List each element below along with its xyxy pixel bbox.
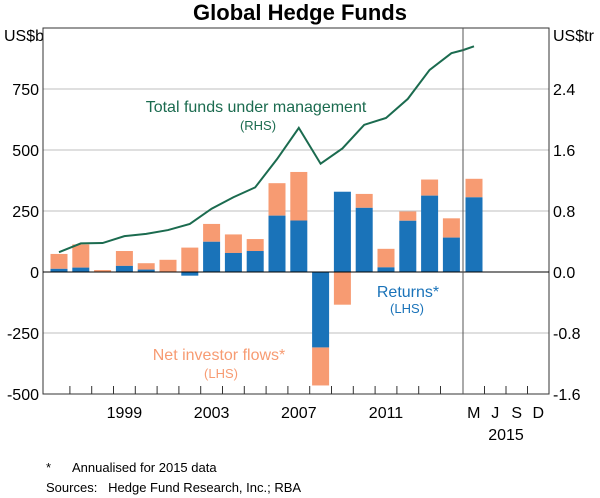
- x-tick-label: 2011: [369, 405, 404, 422]
- flows-bar-2005: [246, 239, 264, 252]
- right-tick-label: -1.6: [553, 387, 581, 404]
- flows-bar-1996: [50, 253, 68, 269]
- right-tick-label: 2.4: [553, 82, 575, 99]
- flows-bar-2003: [203, 223, 221, 242]
- flows-bar-2014: [442, 218, 460, 238]
- left-tick-label: -500: [7, 387, 39, 404]
- returns-bar-1996: [50, 268, 68, 272]
- sources: Sources: Hedge Fund Research, Inc.; RBA: [46, 480, 301, 495]
- flows-bar-2013: [421, 179, 439, 196]
- flows-bar-2002: [181, 247, 199, 272]
- flows-bar-2004: [224, 234, 242, 253]
- left-tick-label: -250: [7, 326, 39, 343]
- right-tick-label: -0.8: [553, 326, 581, 343]
- funds-under-management-line: [58, 45, 475, 254]
- returns-bar-2003: [203, 241, 221, 272]
- returns-bar-2004: [224, 252, 242, 272]
- returns-bar-2007: [290, 220, 308, 272]
- line-series-sublabel: (RHS): [240, 118, 276, 133]
- returns-bar-1999: [115, 265, 133, 272]
- quarter-label: J: [491, 405, 499, 422]
- right-tick-label: 1.6: [553, 143, 575, 160]
- returns-series-sublabel: (LHS): [390, 301, 424, 316]
- x-tick-label: 1999: [107, 405, 143, 422]
- line-series-label: Total funds under management: [146, 99, 367, 116]
- flows-bar-2000: [137, 263, 155, 270]
- flows-series-sublabel: (LHS): [204, 366, 238, 381]
- left-tick-label: 0: [30, 265, 39, 282]
- returns-bar-2014: [442, 237, 460, 272]
- chart-title: Global Hedge Funds: [193, 0, 407, 25]
- returns-bar-2005: [246, 251, 264, 272]
- flows-bar-2008: [312, 347, 330, 386]
- returns-bar-2011: [377, 267, 395, 272]
- returns-bar-2009: [333, 191, 351, 272]
- flows-bar-2010: [355, 193, 373, 208]
- left-axis-unit: US$b: [4, 28, 44, 45]
- plot-frame: [42, 27, 550, 395]
- quarter-label: D: [532, 405, 544, 422]
- flows-bar-2007: [290, 171, 308, 221]
- x-tick-label: 2007: [281, 405, 317, 422]
- quarter-label: S: [511, 405, 522, 422]
- returns-bar-2015: [465, 197, 483, 272]
- returns-bar-2008: [312, 272, 330, 348]
- left-tick-label: 250: [12, 204, 39, 221]
- flows-series-label: Net investor flows*: [153, 347, 286, 364]
- left-tick-label: 750: [12, 82, 39, 99]
- flows-bar-2011: [377, 248, 395, 268]
- right-axis-unit: US$tr: [553, 28, 595, 45]
- flows-bar-2001: [159, 259, 177, 272]
- returns-bar-2006: [268, 215, 286, 272]
- flows-bar-2012: [399, 211, 417, 221]
- returns-bar-2012: [399, 220, 417, 272]
- returns-bar-2002: [181, 272, 199, 276]
- footnote: * Annualised for 2015 data: [46, 460, 217, 475]
- right-tick-label: 0.8: [553, 204, 575, 221]
- flows-bar-1998: [94, 270, 112, 272]
- x-tick-label: 2003: [194, 405, 230, 422]
- returns-bar-2000: [137, 269, 155, 272]
- flows-bar-2006: [268, 183, 286, 216]
- returns-bar-2010: [355, 207, 373, 272]
- flows-bar-2015: [465, 178, 483, 198]
- year-label-2015: 2015: [488, 427, 524, 444]
- flows-bar-1999: [115, 251, 133, 266]
- left-tick-label: 500: [12, 143, 39, 160]
- right-tick-label: 0.0: [553, 265, 575, 282]
- returns-bar-1997: [72, 267, 90, 272]
- returns-bar-2013: [421, 195, 439, 272]
- quarter-label: M: [467, 405, 480, 422]
- flows-bar-1997: [72, 244, 90, 268]
- flows-bar-2009: [333, 272, 351, 305]
- returns-series-label: Returns*: [377, 284, 439, 301]
